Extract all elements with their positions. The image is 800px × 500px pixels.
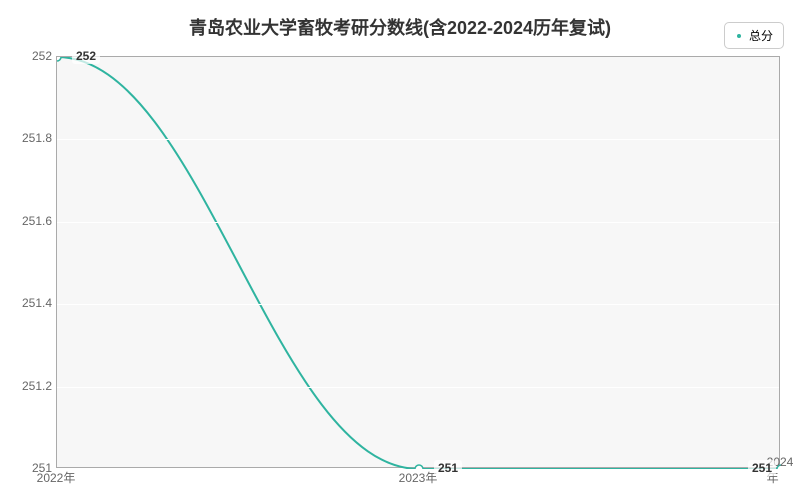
data-label: 251 bbox=[748, 460, 776, 476]
y-tick-label: 251.4 bbox=[22, 296, 52, 310]
gridline bbox=[57, 139, 779, 140]
chart-container: 青岛农业大学畜牧考研分数线(含2022-2024历年复试) 总分 251 251.… bbox=[0, 0, 800, 500]
plot-area bbox=[56, 56, 780, 468]
legend: 总分 bbox=[724, 22, 784, 49]
gridline bbox=[57, 304, 779, 305]
data-label: 251 bbox=[434, 460, 462, 476]
chart-title: 青岛农业大学畜牧考研分数线(含2022-2024历年复试) bbox=[0, 14, 800, 40]
y-tick-label: 251.8 bbox=[22, 131, 52, 145]
data-label: 252 bbox=[72, 48, 100, 64]
gridline bbox=[57, 222, 779, 223]
line-series bbox=[57, 57, 781, 469]
chart-svg bbox=[57, 57, 781, 469]
legend-marker-icon bbox=[735, 32, 743, 40]
x-tick-label: 2022年 bbox=[37, 469, 76, 486]
legend-label: 总分 bbox=[749, 27, 773, 44]
y-tick-label: 252 bbox=[32, 49, 52, 63]
y-tick-label: 251.6 bbox=[22, 214, 52, 228]
data-point bbox=[57, 57, 61, 61]
x-tick-label: 2023年 bbox=[399, 469, 438, 486]
gridline bbox=[57, 387, 779, 388]
y-tick-label: 251.2 bbox=[22, 379, 52, 393]
